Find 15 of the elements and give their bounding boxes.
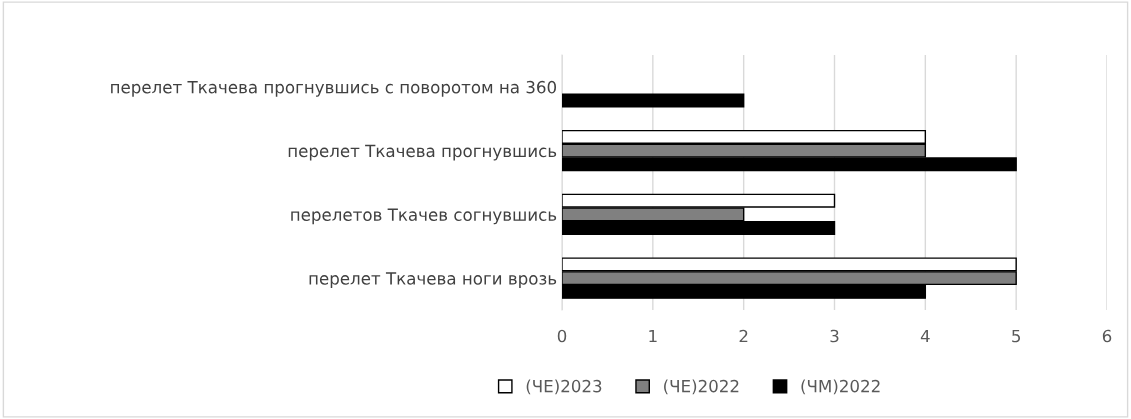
y-tick-label: перелетов Ткачев согнувшись	[291, 208, 557, 225]
y-tick-label: перелет Ткачева прогнувшись с поворотом на 360	[111, 80, 557, 97]
legend-label: (ЧЕ)2022	[664, 379, 739, 395]
x-tick-label: 3	[830, 329, 839, 343]
x-tick-label: 1	[649, 329, 657, 343]
x-tick-label: 2	[739, 329, 748, 343]
x-tick-label: 0	[557, 329, 567, 343]
y-tick-label: перелет Ткачева ноги врозь	[309, 272, 557, 288]
x-tick-label: 4	[920, 329, 930, 343]
bar	[562, 93, 745, 108]
y-tick-label: перелет Ткачева прогнувшись	[288, 144, 557, 161]
legend-label: (ЧМ)2022	[801, 379, 880, 395]
x-tick-label: 5	[1012, 329, 1021, 343]
x-tick-label: 6	[1102, 329, 1112, 343]
legend-label: (ЧЕ)2023	[526, 379, 602, 395]
